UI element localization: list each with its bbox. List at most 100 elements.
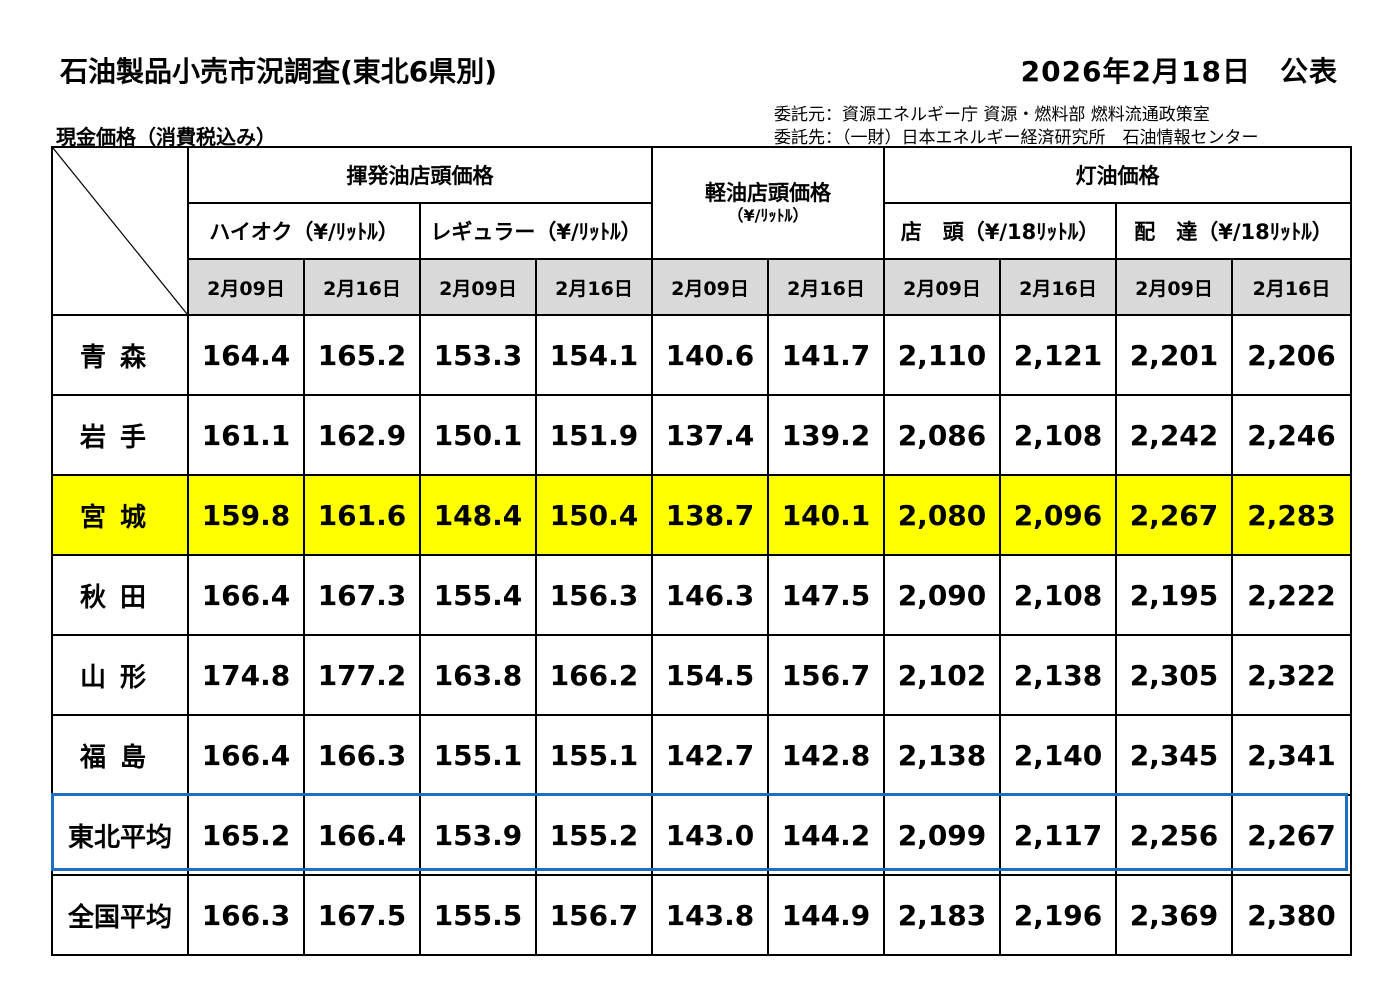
price-cell: 155.4 (419, 554, 537, 636)
price-cell: 177.2 (303, 634, 421, 716)
date-header: 2月16日 (1231, 258, 1352, 316)
price-cell: 2,242 (1115, 394, 1233, 476)
price-cell: 2,322 (1231, 634, 1352, 716)
price-cell: 143.0 (651, 794, 769, 876)
price-cell: 161.6 (303, 474, 421, 556)
price-cell: 165.2 (187, 794, 305, 876)
price-cell: 2,121 (999, 314, 1117, 396)
date-header: 2月09日 (187, 258, 305, 316)
price-cell: 140.1 (767, 474, 885, 556)
price-table: 揮発油店頭価格 軽油店頭価格 （¥/ﾘｯﾄﾙ） 灯油価格 ハイオク（¥/ﾘｯﾄﾙ… (51, 146, 1352, 956)
price-cell: 153.3 (419, 314, 537, 396)
price-cell: 2,256 (1115, 794, 1233, 876)
publication-date: 2026年2月18日 公表 (1020, 55, 1338, 88)
price-cell: 167.5 (303, 874, 421, 956)
date-header: 2月09日 (419, 258, 537, 316)
price-cell: 2,341 (1231, 714, 1352, 796)
price-cell: 2,102 (883, 634, 1001, 716)
price-cell: 167.3 (303, 554, 421, 636)
price-cell: 166.4 (303, 794, 421, 876)
price-cell: 2,222 (1231, 554, 1352, 636)
kerosene-store-header: 店 頭（¥/18ﾘｯﾄﾙ） (883, 202, 1117, 260)
table-row-national-average: 全国平均 166.3 167.5 155.5 156.7 143.8 144.9… (51, 874, 1352, 956)
price-cell: 2,138 (999, 634, 1117, 716)
prefecture-name: 福島 (51, 714, 189, 796)
regular-header: レギュラー（¥/ﾘｯﾄﾙ） (419, 202, 653, 260)
price-cell: 147.5 (767, 554, 885, 636)
price-cell: 2,267 (1115, 474, 1233, 556)
date-header: 2月16日 (303, 258, 421, 316)
price-cell: 2,140 (999, 714, 1117, 796)
commissioner-line: 委託元：資源エネルギー庁 資源・燃料部 燃料流通政策室 (774, 105, 1210, 125)
kerosene-group-header: 灯油価格 (883, 146, 1352, 204)
price-cell: 2,086 (883, 394, 1001, 476)
price-cell: 2,110 (883, 314, 1001, 396)
price-cell: 144.9 (767, 874, 885, 956)
price-cell: 2,345 (1115, 714, 1233, 796)
price-cell: 166.3 (303, 714, 421, 796)
average-name: 全国平均 (51, 874, 189, 956)
high-octane-header: ハイオク（¥/ﾘｯﾄﾙ） (187, 202, 421, 260)
price-cell: 162.9 (303, 394, 421, 476)
price-cell: 2,201 (1115, 314, 1233, 396)
prefecture-name: 秋田 (51, 554, 189, 636)
price-cell: 153.9 (419, 794, 537, 876)
price-cell: 155.1 (535, 714, 653, 796)
price-cell: 2,108 (999, 554, 1117, 636)
price-cell: 2,380 (1231, 874, 1352, 956)
price-cell: 2,267 (1231, 794, 1352, 876)
average-name: 東北平均 (51, 794, 189, 876)
price-cell: 142.8 (767, 714, 885, 796)
table-row-highlighted: 宮城 159.8 161.6 148.4 150.4 138.7 140.1 2… (51, 474, 1352, 556)
prefecture-name: 青森 (51, 314, 189, 396)
price-cell: 155.1 (419, 714, 537, 796)
price-cell: 156.7 (767, 634, 885, 716)
price-cell: 143.8 (651, 874, 769, 956)
diesel-label: 軽油店頭価格 (705, 180, 831, 205)
price-cell: 2,108 (999, 394, 1117, 476)
date-header: 2月16日 (535, 258, 653, 316)
price-cell: 2,283 (1231, 474, 1352, 556)
table-row: 山形 174.8 177.2 163.8 166.2 154.5 156.7 2… (51, 634, 1352, 716)
price-cell: 140.6 (651, 314, 769, 396)
date-header: 2月16日 (767, 258, 885, 316)
price-cell: 2,117 (999, 794, 1117, 876)
price-cell: 159.8 (187, 474, 305, 556)
price-cell: 163.8 (419, 634, 537, 716)
price-cell: 2,206 (1231, 314, 1352, 396)
price-type-subtitle: 現金価格（消費税込み） (56, 125, 276, 149)
price-cell: 148.4 (419, 474, 537, 556)
price-cell: 174.8 (187, 634, 305, 716)
prefecture-name: 岩手 (51, 394, 189, 476)
price-cell: 137.4 (651, 394, 769, 476)
price-cell: 2,090 (883, 554, 1001, 636)
price-cell: 2,195 (1115, 554, 1233, 636)
prefecture-name: 宮城 (51, 474, 189, 556)
date-header: 2月09日 (1115, 258, 1233, 316)
price-cell: 2,096 (999, 474, 1117, 556)
price-cell: 139.2 (767, 394, 885, 476)
price-cell: 154.5 (651, 634, 769, 716)
table-row: 青森 164.4 165.2 153.3 154.1 140.6 141.7 2… (51, 314, 1352, 396)
price-cell: 156.3 (535, 554, 653, 636)
price-cell: 166.4 (187, 714, 305, 796)
corner-diagonal-cell (51, 146, 189, 316)
diagonal-line (53, 148, 187, 314)
price-cell: 2,369 (1115, 874, 1233, 956)
price-cell: 166.2 (535, 634, 653, 716)
price-cell: 2,099 (883, 794, 1001, 876)
table-row: 福島 166.4 166.3 155.1 155.1 142.7 142.8 2… (51, 714, 1352, 796)
price-cell: 144.2 (767, 794, 885, 876)
price-cell: 138.7 (651, 474, 769, 556)
date-header: 2月16日 (999, 258, 1117, 316)
diesel-group-header: 軽油店頭価格 （¥/ﾘｯﾄﾙ） (651, 146, 885, 260)
kerosene-delivery-header: 配 達（¥/18ﾘｯﾄﾙ） (1115, 202, 1352, 260)
price-cell: 154.1 (535, 314, 653, 396)
price-cell: 2,080 (883, 474, 1001, 556)
price-cell: 142.7 (651, 714, 769, 796)
price-cell: 2,196 (999, 874, 1117, 956)
gasoline-group-header: 揮発油店頭価格 (187, 146, 653, 204)
price-cell: 166.4 (187, 554, 305, 636)
price-cell: 146.3 (651, 554, 769, 636)
price-cell: 150.1 (419, 394, 537, 476)
